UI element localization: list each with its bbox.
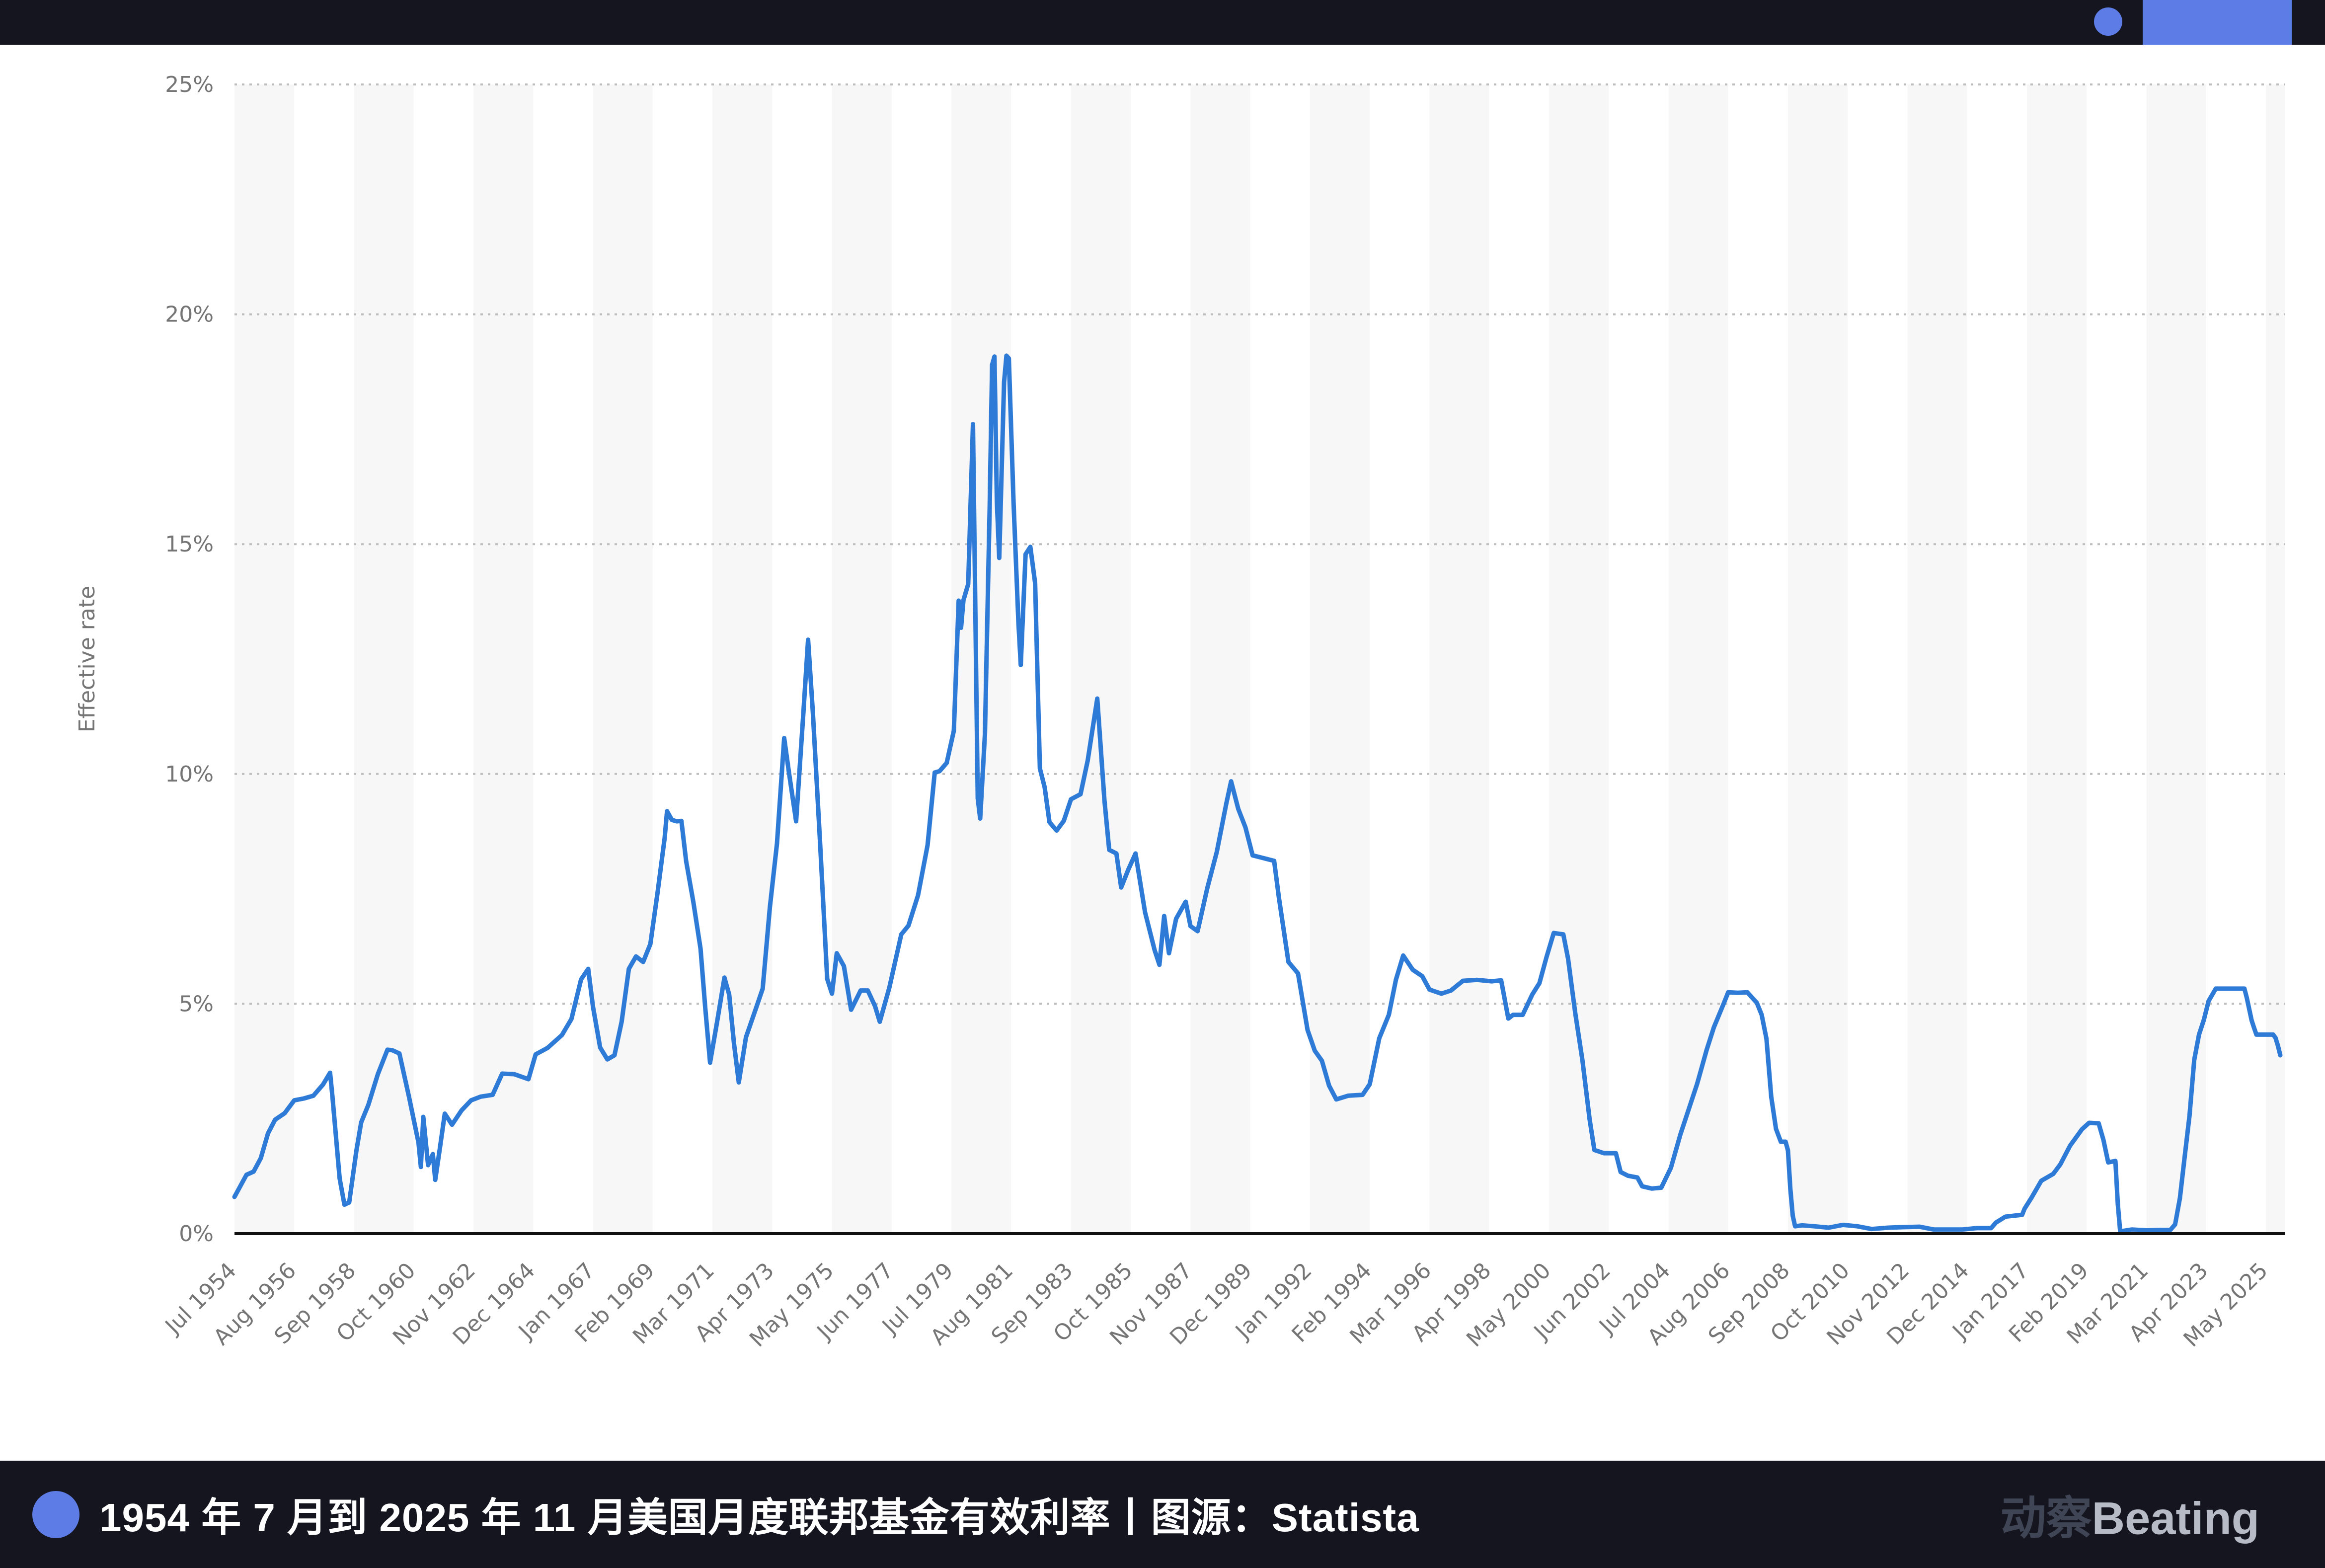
stripe-band xyxy=(652,84,713,1234)
stripe-band xyxy=(891,84,952,1234)
accent-rect-icon xyxy=(2143,0,2292,45)
series-line xyxy=(232,353,2283,1234)
y-tick-label: 25% xyxy=(165,72,214,97)
stripe-band xyxy=(593,84,653,1234)
gridlines xyxy=(234,83,2285,1005)
stripe-band xyxy=(1190,84,1250,1234)
y-tick-label: 0% xyxy=(179,1221,214,1247)
stripe-band xyxy=(1429,84,1489,1234)
stripe-band xyxy=(1549,84,1609,1234)
y-tick-label: 15% xyxy=(165,532,214,557)
stripe-band xyxy=(354,84,414,1234)
stripe-band xyxy=(1967,84,2027,1234)
stripe-band xyxy=(1609,84,1669,1234)
stripe-band xyxy=(2027,84,2087,1234)
y-tick-labels: 0% 5% 10% 15% 20% 25% xyxy=(165,72,214,1247)
stripe-band xyxy=(1848,84,1908,1234)
stripe-band xyxy=(2266,84,2285,1234)
stripe-band xyxy=(473,84,534,1234)
bullet-dot-icon xyxy=(32,1490,79,1538)
footer-bar: 1954 年 7 月到 2025 年 11 月美国月度联邦基金有效利率丨图源：S… xyxy=(0,1461,2325,1568)
stripe-band xyxy=(2206,84,2266,1234)
stripe-band xyxy=(533,84,593,1234)
stripe-band xyxy=(772,84,832,1234)
stripe-band xyxy=(832,84,892,1234)
brand-logo: 动察Beating xyxy=(2001,1482,2259,1548)
y-tick-label: 20% xyxy=(165,302,214,327)
top-bar xyxy=(0,0,2325,45)
stripe-band xyxy=(1310,84,1370,1234)
stripe-band xyxy=(1787,84,1848,1234)
chart-caption: 1954 年 7 月到 2025 年 11 月美国月度联邦基金有效利率丨图源：S… xyxy=(99,1495,1419,1540)
stripe-band xyxy=(234,84,295,1234)
stripe-band xyxy=(712,84,773,1234)
stripe-band xyxy=(951,84,1011,1234)
y-axis-title: Effective rate xyxy=(75,586,100,732)
stripe-band xyxy=(294,84,354,1234)
stripe-band xyxy=(1907,84,1967,1234)
accent-dot-icon xyxy=(2094,7,2122,36)
stripe-band xyxy=(1728,84,1788,1234)
stripe-band xyxy=(1131,84,1191,1234)
stripe-band xyxy=(1250,84,1310,1234)
y-tick-label: 5% xyxy=(179,991,214,1017)
stripe-band xyxy=(1071,84,1131,1234)
stripe-band xyxy=(1489,84,1549,1234)
stripe-band xyxy=(1668,84,1728,1234)
brand-logo-cn: 动察 xyxy=(2000,1493,2092,1544)
stripe-band xyxy=(413,84,474,1234)
background-stripes xyxy=(234,84,2285,1234)
y-tick-label: 10% xyxy=(165,762,214,787)
brand-logo-en: Beating xyxy=(2092,1493,2259,1544)
stripe-band xyxy=(2146,84,2206,1234)
stripe-band xyxy=(2087,84,2147,1234)
stripe-band xyxy=(1370,84,1430,1234)
